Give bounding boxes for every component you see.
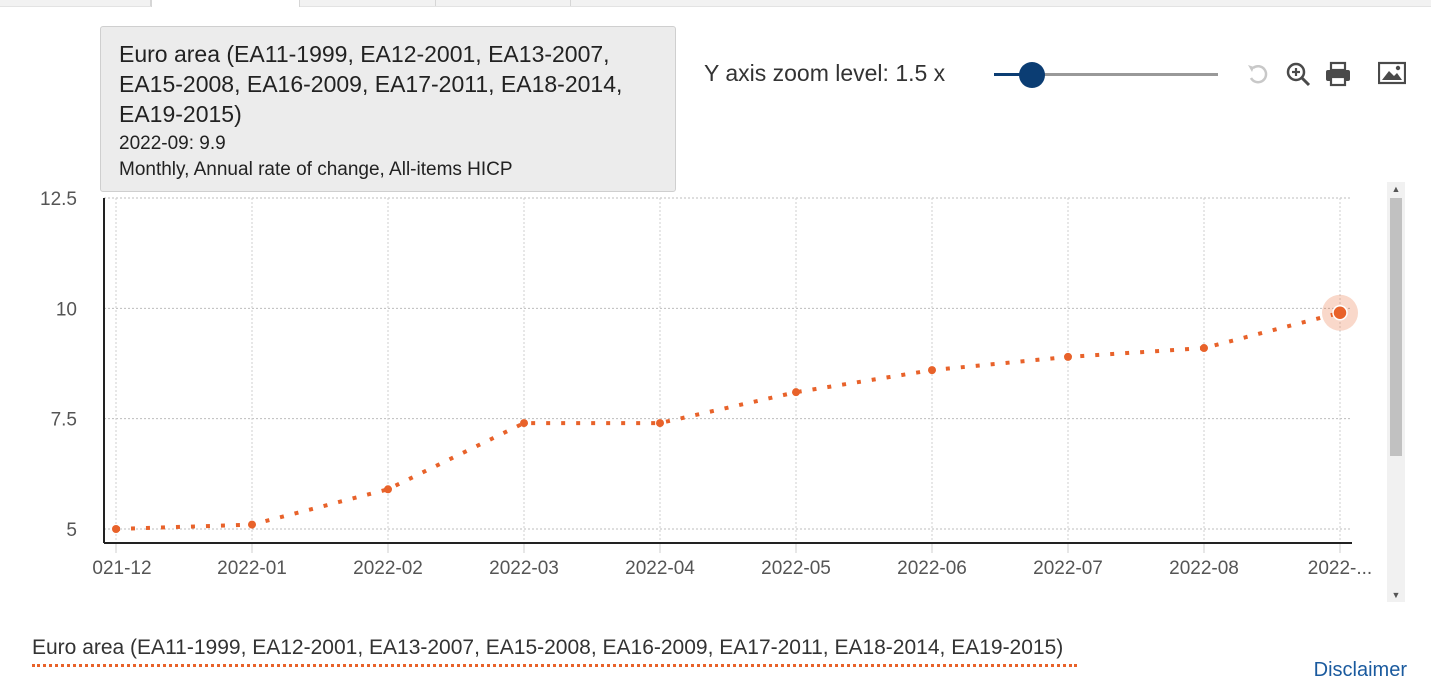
tab-1[interactable] [0, 0, 151, 6]
tab-4[interactable] [436, 0, 571, 6]
y-tick-label: 5 [66, 520, 77, 541]
x-tick-label: 2022-... [1308, 558, 1372, 579]
tab-2-active[interactable] [151, 0, 300, 7]
legend-line-swatch [32, 664, 1077, 667]
data-point [928, 366, 936, 375]
slider-track [994, 73, 1218, 76]
undo-icon[interactable] [1244, 60, 1272, 88]
scroll-down-icon[interactable]: ▼ [1391, 590, 1401, 600]
tab-3[interactable] [299, 0, 436, 6]
data-point-highlighted [1332, 304, 1348, 321]
data-point [792, 388, 800, 397]
slider-fill [994, 73, 1033, 76]
data-point [112, 525, 120, 533]
x-tick-label: 2022-03 [489, 558, 559, 579]
image-icon[interactable] [1377, 60, 1407, 88]
tooltip-series-name: Euro area (EA11-1999, EA12-2001, EA13-20… [119, 41, 623, 127]
chart-tooltip: Euro area (EA11-1999, EA12-2001, EA13-20… [100, 26, 676, 192]
tab-strip [0, 0, 1431, 7]
series-line [115, 310, 1341, 531]
disclaimer-link[interactable]: Disclaimer [1313, 659, 1407, 681]
data-point [384, 485, 392, 494]
chart-scrollbar[interactable]: ▲ ▼ [1387, 182, 1405, 602]
scroll-thumb[interactable] [1390, 198, 1402, 456]
data-point [248, 520, 256, 529]
data-point [656, 419, 664, 428]
data-point [520, 419, 528, 428]
x-tick-label: 021-12 [92, 558, 151, 579]
print-icon[interactable] [1324, 60, 1352, 88]
x-tick-label: 2022-02 [353, 558, 423, 579]
y-tick-label: 12.5 [40, 189, 77, 210]
y-tick-label: 7.5 [51, 410, 77, 431]
x-tick-label: 2022-07 [1033, 558, 1103, 579]
x-tick-label: 2022-04 [625, 558, 695, 579]
zoom-in-icon[interactable] [1284, 60, 1312, 88]
x-tick-label: 2022-05 [761, 558, 831, 579]
x-tick-label: 2022-01 [217, 558, 287, 579]
tooltip-description: Monthly, Annual rate of change, All-item… [119, 159, 513, 180]
data-point [1064, 352, 1072, 361]
line-chart: 12.5 10 7.5 5 021-12 2022-01 2022-02 2022-03 202… [40, 189, 1372, 579]
data-point [1200, 344, 1208, 353]
y-zoom-slider[interactable] [994, 62, 1218, 88]
slider-thumb[interactable] [1019, 62, 1046, 88]
legend-item[interactable]: Euro area (EA11-1999, EA12-2001, EA13-20… [32, 636, 1064, 659]
x-tick-label: 2022-06 [897, 558, 967, 579]
zoom-level-label: Y axis zoom level: 1.5 x [704, 60, 946, 86]
x-tick-label: 2022-08 [1169, 558, 1239, 579]
y-tick-label: 10 [56, 299, 77, 320]
tooltip-point-value: 2022-09: 9.9 [119, 133, 226, 154]
scroll-up-icon[interactable]: ▲ [1391, 184, 1401, 194]
